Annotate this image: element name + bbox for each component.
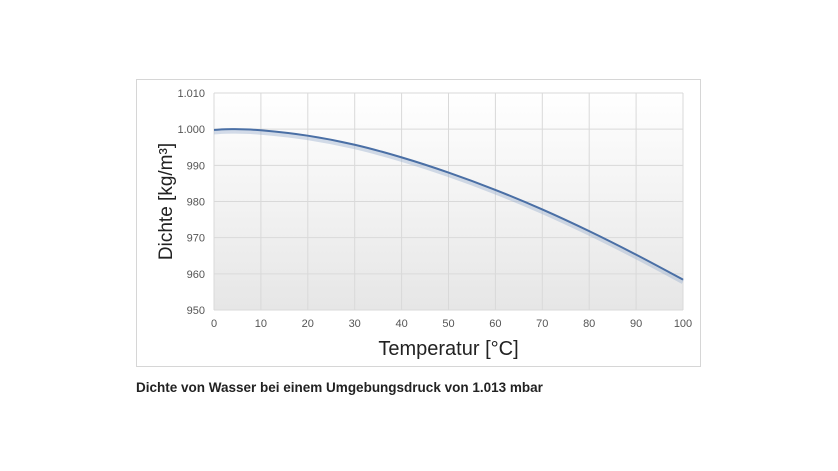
series-line-shadow xyxy=(213,128,685,284)
x-tick-label: 10 xyxy=(255,318,267,330)
y-tick-label: 1.000 xyxy=(177,124,205,136)
density-series-line xyxy=(213,128,684,281)
x-axis-title: Temperatur [°C] xyxy=(378,338,518,360)
chart-caption: Dichte von Wasser bei einem Umgebungsdru… xyxy=(136,380,543,395)
y-tick-label: 990 xyxy=(187,160,205,172)
tick-labels: 0 10 20 30 40 50 60 70 80 90 100 950 960 970 980 990 1.0… xyxy=(177,88,692,330)
x-tick-label: 40 xyxy=(395,318,407,330)
y-tick-label: 970 xyxy=(187,233,205,245)
y-axis-title: Dichte [kg/m³] xyxy=(156,143,177,260)
chart-frame: 0 10 20 30 40 50 60 70 80 90 100 950 960 970 980 990 1.0… xyxy=(136,79,701,367)
x-tick-label: 80 xyxy=(583,318,595,330)
x-tick-label: 70 xyxy=(536,318,548,330)
x-tick-label: 30 xyxy=(349,318,361,330)
x-tick-label: 0 xyxy=(211,318,217,330)
y-tick-label: 1.010 xyxy=(177,88,205,100)
y-tick-label: 980 xyxy=(187,197,205,209)
series-layer xyxy=(213,128,685,284)
x-tick-label: 60 xyxy=(489,318,501,330)
gridlines xyxy=(213,92,684,311)
x-tick-label: 90 xyxy=(630,318,642,330)
x-tick-label: 100 xyxy=(674,318,692,330)
y-tick-label: 950 xyxy=(187,305,205,317)
x-tick-label: 20 xyxy=(302,318,314,330)
density-chart: 0 10 20 30 40 50 60 70 80 90 100 950 960 970 980 990 1.0… xyxy=(156,88,692,360)
y-tick-label: 960 xyxy=(187,269,205,281)
x-tick-label: 50 xyxy=(442,318,454,330)
